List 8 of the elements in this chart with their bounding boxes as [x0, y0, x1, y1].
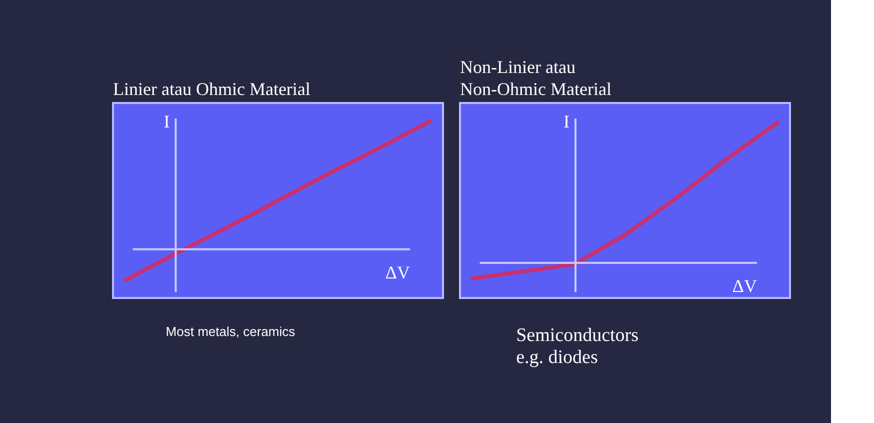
x-axis-title: ΔV	[732, 276, 757, 296]
y-axis-title: I	[564, 112, 570, 132]
text: Semiconductors e.g. diodes	[516, 325, 639, 368]
x-axis-title: ΔV	[385, 262, 410, 282]
chart-title: Non-Linier atau Non-Ohmic Material	[460, 57, 612, 99]
chart-title: Linier atau Ohmic Material	[113, 79, 310, 99]
y-axis-title: I	[164, 112, 170, 132]
text: Most metals, ceramics	[166, 324, 296, 339]
